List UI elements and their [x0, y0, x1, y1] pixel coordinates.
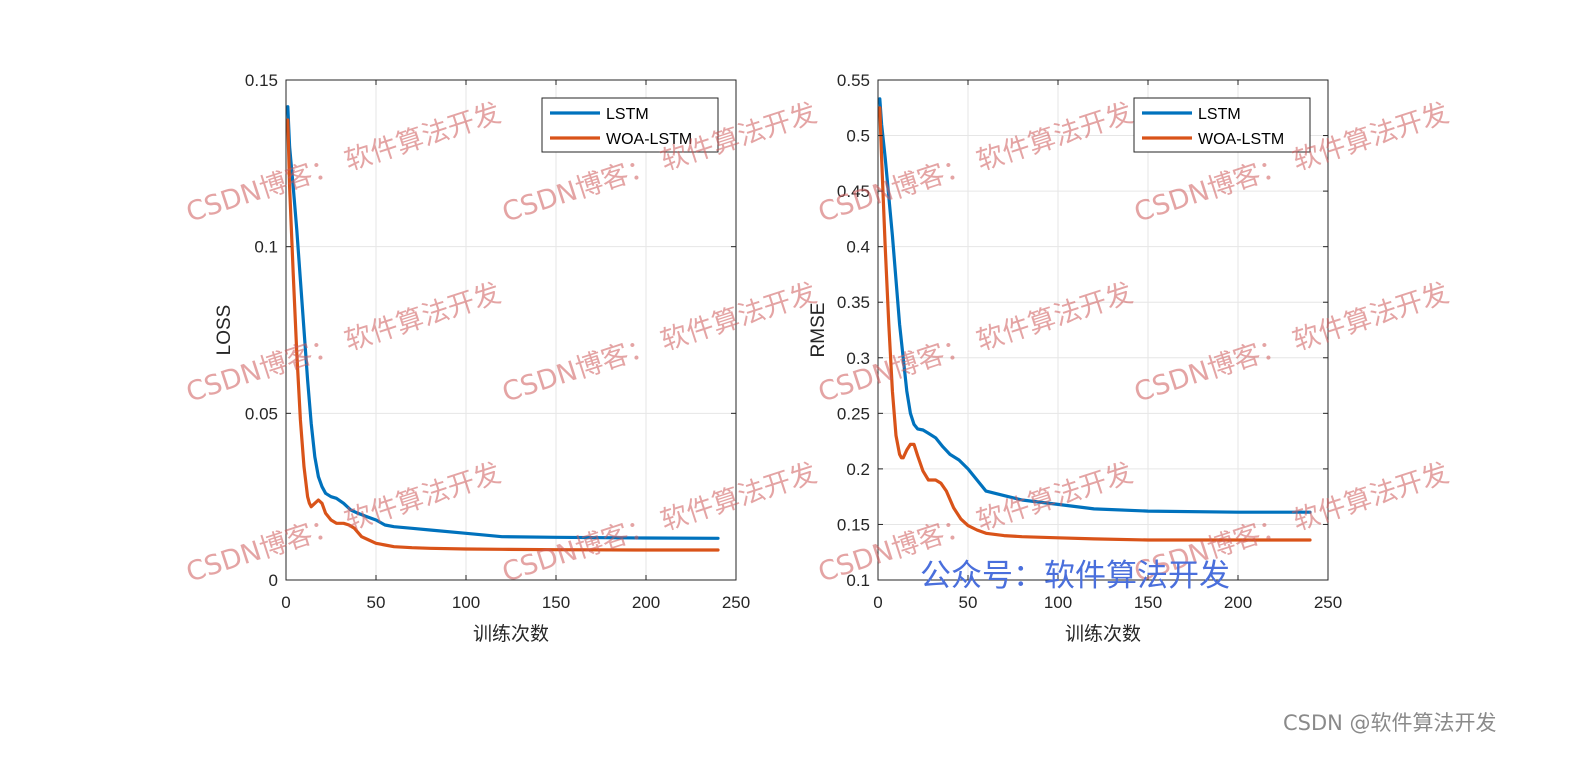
y-tick-label: 0.1: [846, 571, 870, 590]
x-axis-label: 训练次数: [1065, 623, 1141, 645]
series-line-woa-lstm: [286, 118, 720, 552]
legend: LSTM WOA-LSTM: [541, 97, 719, 153]
y-axis-label: LOSS: [214, 305, 235, 356]
y-tick-label: 0.5: [846, 127, 870, 146]
x-tick-label: 200: [632, 593, 660, 612]
csdn-credit: CSDN @软件算法开发: [1283, 711, 1497, 735]
x-tick-label: 100: [1044, 593, 1072, 612]
legend-entry: LSTM: [606, 106, 649, 123]
legend-entry: WOA-LSTM: [606, 131, 692, 148]
y-tick-label: 0.4: [846, 238, 870, 257]
legend-entry: LSTM: [1198, 106, 1241, 123]
y-tick-label: 0.15: [837, 515, 870, 534]
x-tick-label: 100: [452, 593, 480, 612]
legend-entry: WOA-LSTM: [1198, 131, 1284, 148]
y-tick-label: 0.1: [254, 238, 278, 257]
plot-area: [878, 80, 1328, 580]
axes-box: [877, 79, 1329, 581]
y-tick-label: 0.55: [837, 71, 870, 90]
y-tick-label: 0.35: [837, 293, 870, 312]
axes-box: [285, 79, 737, 581]
legend: LSTM WOA-LSTM: [1133, 97, 1311, 153]
x-tick-label: 50: [959, 593, 978, 612]
x-tick-label: 200: [1224, 593, 1252, 612]
y-tick-label: 0.25: [837, 404, 870, 423]
x-tick-label: 150: [1134, 593, 1162, 612]
x-axis-label: 训练次数: [473, 623, 549, 645]
x-tick-label: 150: [542, 593, 570, 612]
legend-box: [1133, 97, 1311, 153]
loss-chart: 0 50 100 150 200 250 0 0.05 0.1 0.15 训练次数 LOSS LSTM W…: [214, 71, 750, 645]
plot-area: [286, 80, 736, 580]
x-tick-label: 50: [367, 593, 386, 612]
series-line-woa-lstm: [878, 106, 1312, 542]
y-tick-label: 0: [269, 571, 278, 590]
x-tick-label: 0: [281, 593, 290, 612]
rmse-chart: 0 50 100 150 200 250 0.1 0.15 0.2 0.25 0.3 0.35 0.4 0…: [808, 71, 1342, 645]
series-line-lstm: [286, 105, 720, 540]
legend-box: [541, 97, 719, 153]
y-axis-label: RMSE: [808, 303, 829, 358]
footer-watermark: 公众号：软件算法开发: [920, 558, 1230, 594]
series-line-lstm: [878, 97, 1312, 514]
y-tick-label: 0.05: [245, 404, 278, 423]
x-tick-label: 0: [873, 593, 882, 612]
y-tick-label: 0.3: [846, 349, 870, 368]
x-tick-label: 250: [722, 593, 750, 612]
y-tick-label: 0.2: [846, 460, 870, 479]
x-tick-label: 250: [1314, 593, 1342, 612]
y-tick-label: 0.15: [245, 71, 278, 90]
y-tick-label: 0.45: [837, 182, 870, 201]
